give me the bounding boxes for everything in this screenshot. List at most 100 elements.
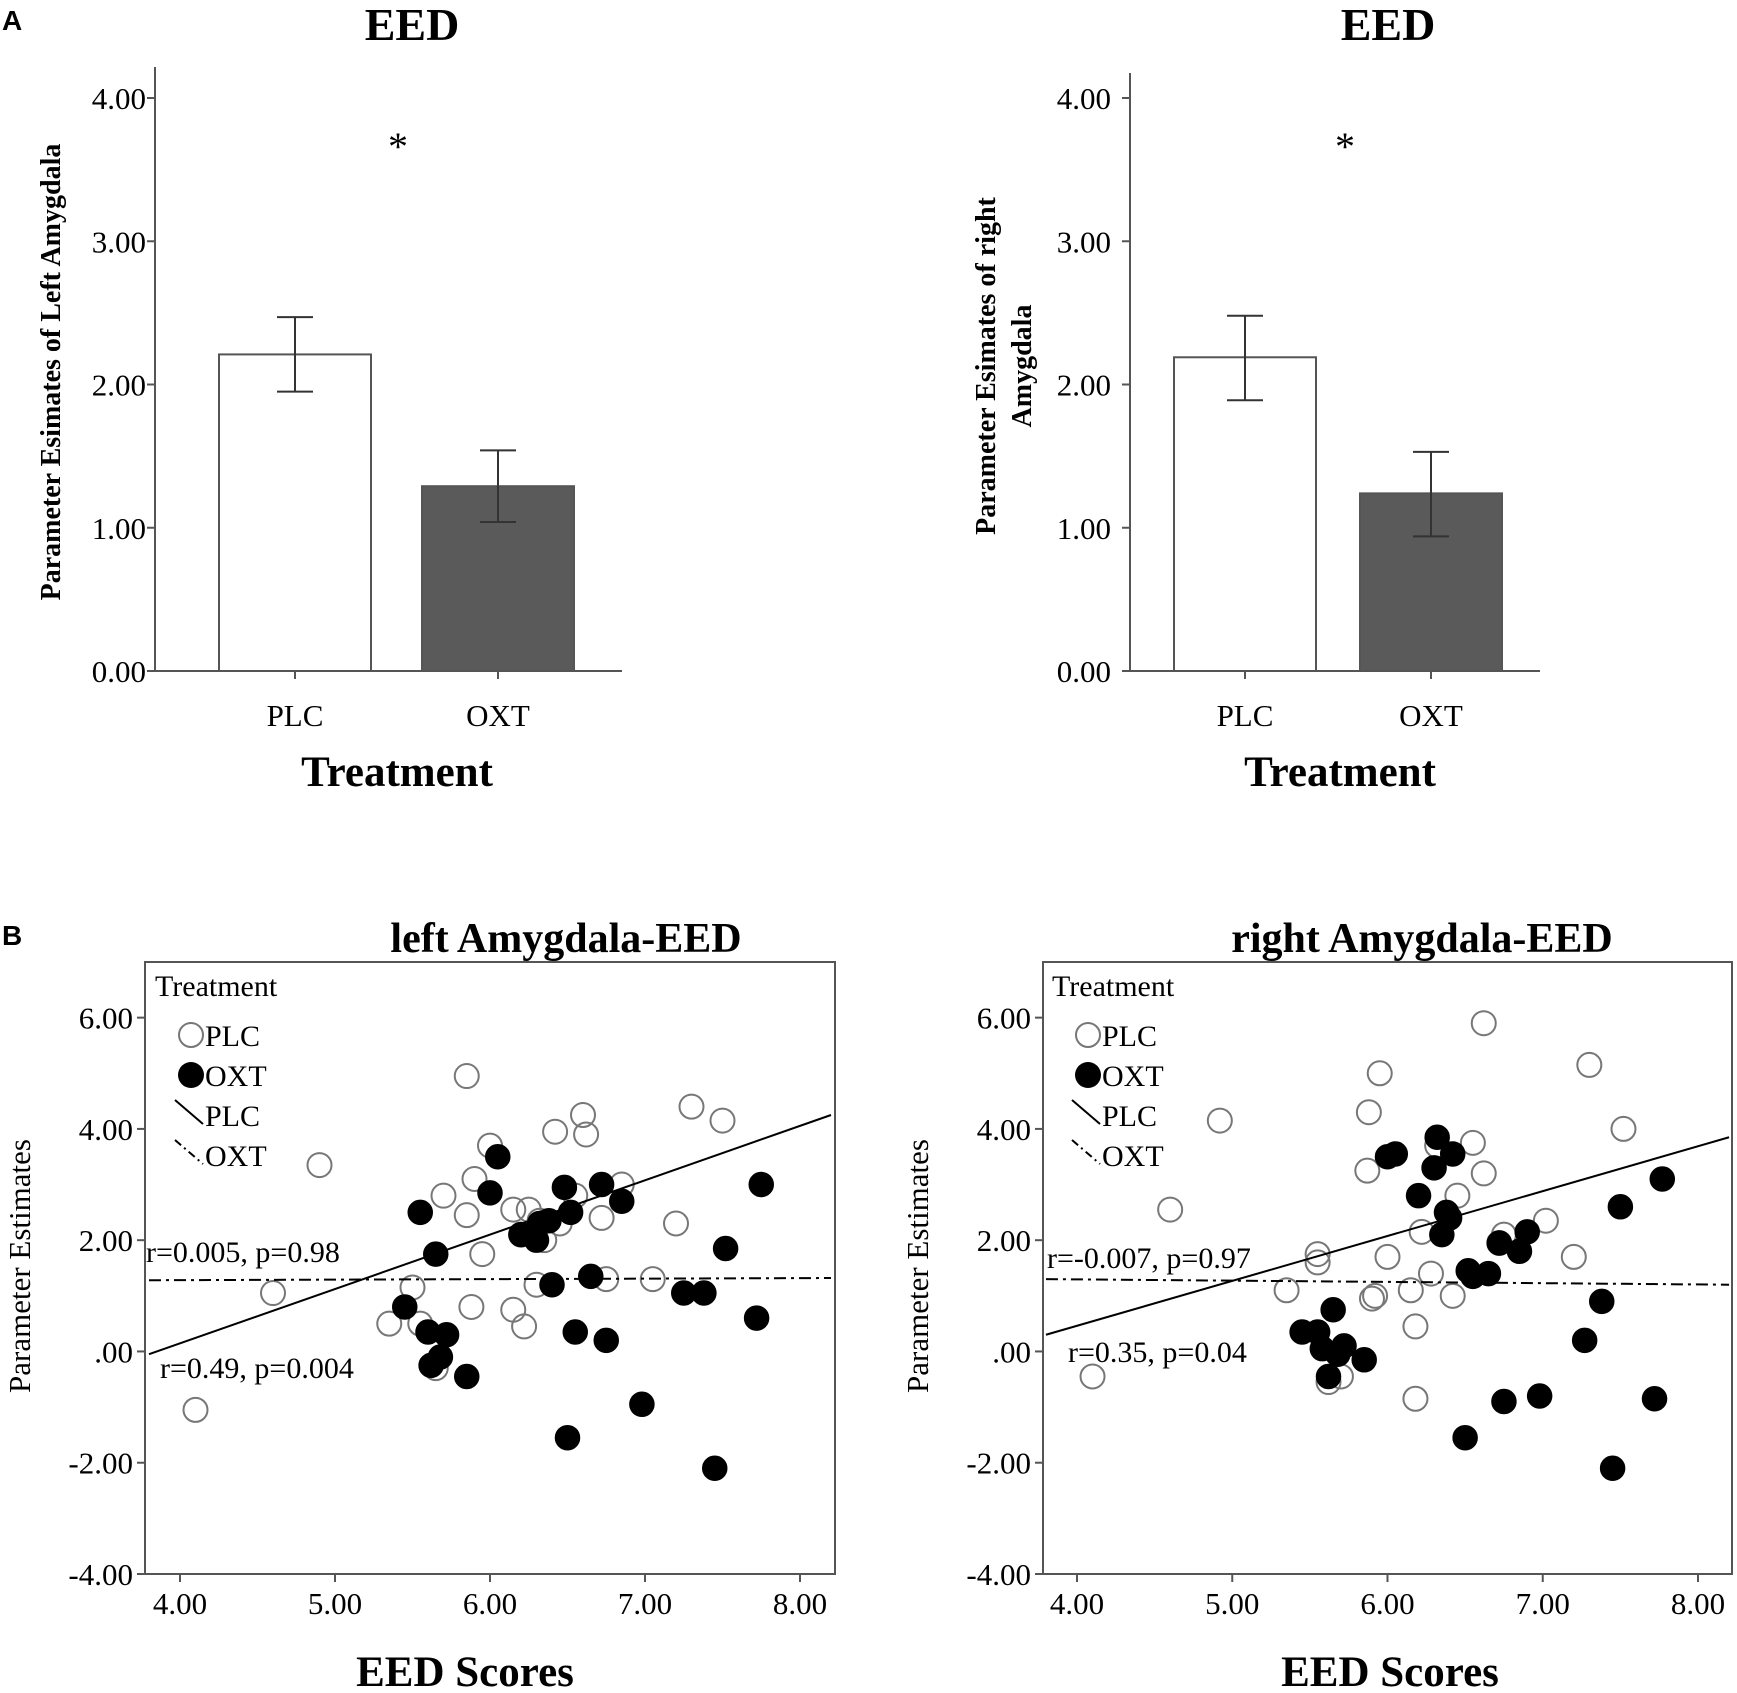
plc-point bbox=[376, 1310, 403, 1337]
significance-marker: * bbox=[1335, 124, 1355, 169]
x-tick-label: 7.00 bbox=[618, 1586, 672, 1621]
significance-marker: * bbox=[388, 124, 408, 169]
data-markers bbox=[148, 1063, 832, 1482]
y-axis-label-line-2: Amygdala bbox=[1007, 305, 1038, 428]
plc-point bbox=[430, 1182, 457, 1209]
plc-point bbox=[1273, 1277, 1300, 1304]
oxt-point bbox=[1405, 1182, 1432, 1209]
plc-point bbox=[1362, 1282, 1389, 1309]
x-tick-label: OXT bbox=[1399, 698, 1463, 733]
oxt-point bbox=[1439, 1141, 1466, 1167]
plc-point bbox=[458, 1293, 485, 1320]
legend-label-oxt-fit: OXT bbox=[1102, 1140, 1164, 1173]
legend-plc-marker-icon bbox=[178, 1022, 204, 1048]
plc-point bbox=[1374, 1243, 1401, 1270]
oxt-point bbox=[691, 1280, 717, 1306]
y-tick-label: 6.00 bbox=[79, 1001, 133, 1036]
legend: Treatment PLC OXT PLC OXT bbox=[1052, 970, 1175, 1173]
x-tick-label: 5.00 bbox=[1205, 1586, 1259, 1621]
plc-point bbox=[678, 1093, 705, 1120]
x-tick-label: 4.00 bbox=[153, 1586, 207, 1621]
oxt-point bbox=[1526, 1383, 1553, 1409]
chart-title: right Amygdala-EED bbox=[1231, 916, 1613, 962]
oxt-point bbox=[702, 1455, 728, 1482]
legend-title: Treatment bbox=[1052, 970, 1175, 1003]
oxt-point bbox=[551, 1174, 578, 1201]
y-tick-label: 4.00 bbox=[1057, 81, 1111, 116]
plc-point bbox=[542, 1118, 569, 1145]
plc-point bbox=[469, 1241, 496, 1268]
plc-point bbox=[1157, 1196, 1184, 1223]
x-tick-label: 4.00 bbox=[1050, 1586, 1104, 1621]
plc-point bbox=[709, 1107, 736, 1134]
scatter-chart-right-amygdala: right Amygdala-EED Parameter Estimates E… bbox=[900, 916, 1733, 1693]
x-tick-label: 6.00 bbox=[463, 1586, 517, 1621]
oxt-point bbox=[1331, 1333, 1357, 1359]
bar-plc bbox=[1173, 356, 1317, 672]
oxt-point bbox=[1571, 1327, 1598, 1354]
y-tick-label: 2.00 bbox=[977, 1223, 1031, 1258]
oxt-point bbox=[1424, 1124, 1450, 1151]
oxt-point bbox=[1641, 1385, 1668, 1412]
y-tick-label: 3.00 bbox=[1057, 224, 1111, 259]
plot-area: 0.00 1.00 2.00 3.00 4.00 PLC OXT * bbox=[92, 67, 622, 733]
oxt-point bbox=[1315, 1363, 1342, 1390]
plc-point bbox=[453, 1202, 480, 1229]
plc-point bbox=[663, 1210, 689, 1237]
oxt-point bbox=[1588, 1288, 1615, 1315]
plc-point bbox=[1532, 1207, 1559, 1234]
plc-point bbox=[1355, 1099, 1382, 1126]
oxt-point bbox=[427, 1344, 454, 1370]
plc-point bbox=[1402, 1385, 1429, 1412]
y-tick-label: 4.00 bbox=[977, 1112, 1031, 1147]
legend-plc-marker-icon bbox=[1075, 1022, 1101, 1048]
bar-plc bbox=[218, 353, 372, 672]
legend-oxt-line-icon bbox=[174, 1139, 204, 1165]
y-tick-label: -2.00 bbox=[68, 1446, 133, 1481]
plc-fit-line bbox=[1045, 1136, 1730, 1336]
y-tick-label: 2.00 bbox=[79, 1223, 133, 1258]
y-axis-label: Parameter Estimates bbox=[900, 1139, 935, 1393]
legend-label-oxt-fit: OXT bbox=[205, 1140, 267, 1173]
legend-label-oxt: OXT bbox=[1102, 1060, 1164, 1093]
legend-label-plc: PLC bbox=[1102, 1020, 1157, 1053]
plc-point bbox=[306, 1152, 333, 1179]
plc-point bbox=[570, 1102, 596, 1128]
bar-chart-left-amygdala: EED Parameter Esimates of Left Amygdala … bbox=[36, 0, 622, 796]
oxt-point bbox=[477, 1180, 503, 1206]
legend-label-plc-fit: PLC bbox=[205, 1100, 260, 1133]
legend-title: Treatment bbox=[155, 970, 278, 1003]
legend-plc-line-icon bbox=[174, 1099, 204, 1125]
legend-oxt-marker-icon bbox=[178, 1062, 204, 1088]
oxt-point bbox=[588, 1171, 615, 1198]
plc-point bbox=[1459, 1129, 1486, 1156]
plc-point bbox=[1366, 1060, 1393, 1087]
chart-title: EED bbox=[1341, 0, 1436, 50]
panel-letter-a: A bbox=[2, 5, 22, 36]
bar-chart-right-amygdala: EED Parameter Esimates of right Amygdala… bbox=[971, 0, 1540, 796]
plc-point bbox=[511, 1313, 538, 1340]
correlation-annotation: r=0.49, p=0.004 bbox=[160, 1352, 354, 1385]
y-axis-label-line-1: Parameter Esimates of right bbox=[971, 196, 1002, 534]
plc-point bbox=[1470, 1010, 1497, 1037]
x-axis-label: Treatment bbox=[301, 749, 494, 796]
oxt-point bbox=[1514, 1219, 1540, 1245]
y-tick-label: 3.00 bbox=[92, 224, 146, 259]
x-tick-label: 8.00 bbox=[773, 1586, 827, 1621]
plc-fit-line bbox=[148, 1114, 832, 1356]
oxt-point bbox=[743, 1305, 770, 1331]
oxt-point bbox=[1599, 1455, 1626, 1482]
oxt-point bbox=[1607, 1194, 1634, 1220]
panel-letter-b: B bbox=[2, 920, 22, 951]
plc-point bbox=[1206, 1107, 1233, 1134]
plc-point bbox=[1576, 1051, 1603, 1078]
oxt-fit-line bbox=[1045, 1278, 1730, 1286]
plc-point bbox=[588, 1204, 615, 1231]
x-tick-label: PLC bbox=[1217, 698, 1274, 733]
oxt-point bbox=[1452, 1424, 1478, 1451]
y-tick-label: .00 bbox=[94, 1334, 133, 1369]
legend-label-plc: PLC bbox=[205, 1020, 260, 1053]
oxt-point bbox=[562, 1319, 588, 1345]
plot-area: 0.00 1.00 2.00 3.00 4.00 PLC OXT * bbox=[1057, 73, 1540, 733]
